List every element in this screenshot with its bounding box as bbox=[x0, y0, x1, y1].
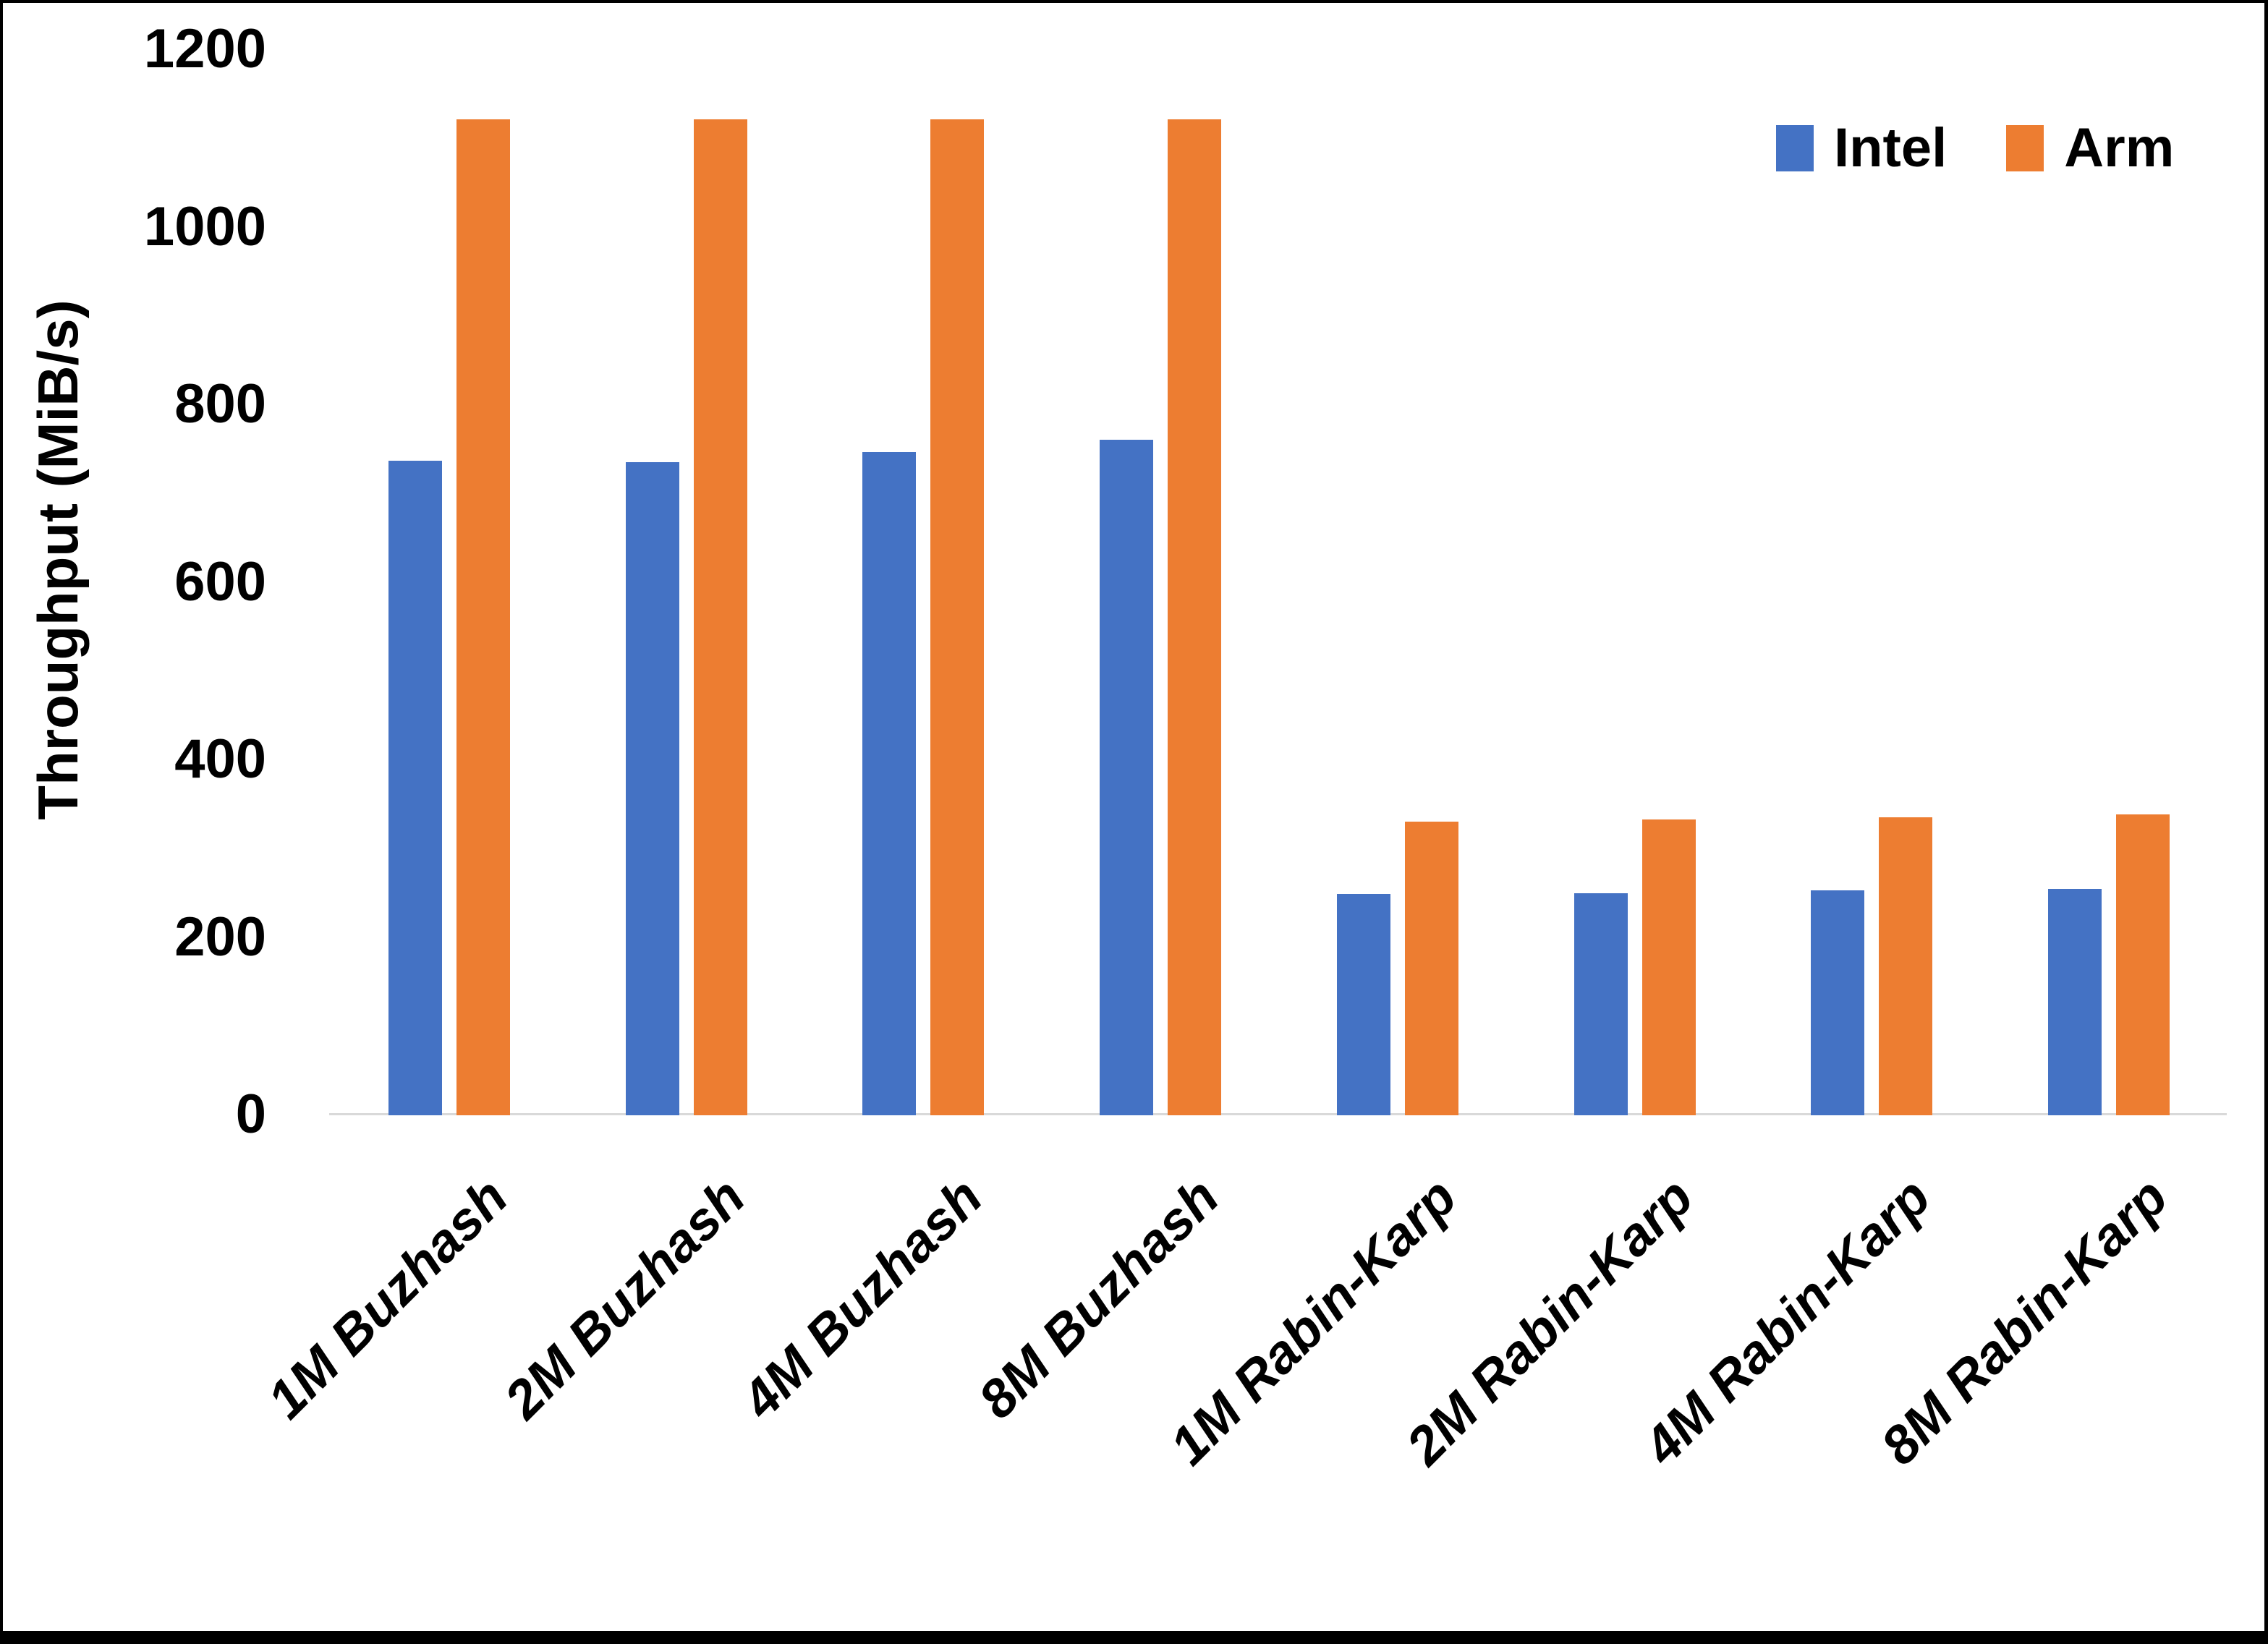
bar-intel-4m-buzhash bbox=[862, 452, 916, 1115]
bar-intel-1m-buzhash bbox=[388, 461, 442, 1115]
x-category-label-2m-buzhash: 2M Buzhash bbox=[493, 1166, 757, 1430]
y-tick-label-800: 800 bbox=[174, 373, 266, 435]
y-axis-title: Throughput (MiB/s) bbox=[26, 299, 90, 820]
frame-border-right bbox=[2264, 0, 2268, 1644]
bar-arm-4m-rabin-karp bbox=[1879, 817, 1932, 1115]
legend-item-arm: Arm bbox=[2006, 119, 2174, 177]
legend: Intel Arm bbox=[1776, 119, 2174, 177]
bar-arm-8m-buzhash bbox=[1168, 119, 1221, 1115]
bar-intel-1m-rabin-karp bbox=[1337, 894, 1390, 1115]
x-axis-line bbox=[329, 1113, 2227, 1115]
arm-series-swatch bbox=[2006, 125, 2044, 171]
x-category-label-8m-buzhash: 8M Buzhash bbox=[967, 1166, 1231, 1430]
bar-intel-4m-rabin-karp bbox=[1811, 890, 1864, 1115]
bar-intel-8m-rabin-karp bbox=[2048, 889, 2102, 1115]
bar-arm-2m-buzhash bbox=[694, 119, 747, 1115]
bar-intel-2m-rabin-karp bbox=[1574, 893, 1628, 1115]
y-tick-label-200: 200 bbox=[174, 906, 266, 968]
y-tick-label-1200: 1200 bbox=[143, 18, 266, 80]
bar-arm-4m-buzhash bbox=[930, 119, 984, 1115]
frame-border-left bbox=[0, 0, 3, 1644]
x-category-label-4m-buzhash: 4M Buzhash bbox=[730, 1166, 994, 1430]
frame-border-top bbox=[0, 0, 2268, 3]
y-tick-label-0: 0 bbox=[235, 1083, 266, 1145]
intel-series-swatch bbox=[1776, 125, 1814, 171]
y-tick-label-1000: 1000 bbox=[143, 195, 266, 257]
x-category-label-1m-buzhash: 1M Buzhash bbox=[255, 1166, 519, 1430]
legend-item-intel: Intel bbox=[1776, 119, 1947, 177]
legend-label-intel: Intel bbox=[1834, 117, 1948, 179]
legend-label-arm: Arm bbox=[2064, 117, 2175, 179]
bar-intel-8m-buzhash bbox=[1100, 440, 1153, 1115]
frame-border-bottom bbox=[0, 1631, 2268, 1644]
bar-arm-8m-rabin-karp bbox=[2116, 814, 2170, 1115]
bar-arm-1m-buzhash bbox=[456, 119, 510, 1115]
y-tick-label-600: 600 bbox=[174, 550, 266, 613]
bar-intel-2m-buzhash bbox=[626, 462, 679, 1115]
bar-arm-1m-rabin-karp bbox=[1405, 822, 1458, 1115]
y-tick-label-400: 400 bbox=[174, 728, 266, 790]
bar-arm-2m-rabin-karp bbox=[1642, 819, 1696, 1115]
